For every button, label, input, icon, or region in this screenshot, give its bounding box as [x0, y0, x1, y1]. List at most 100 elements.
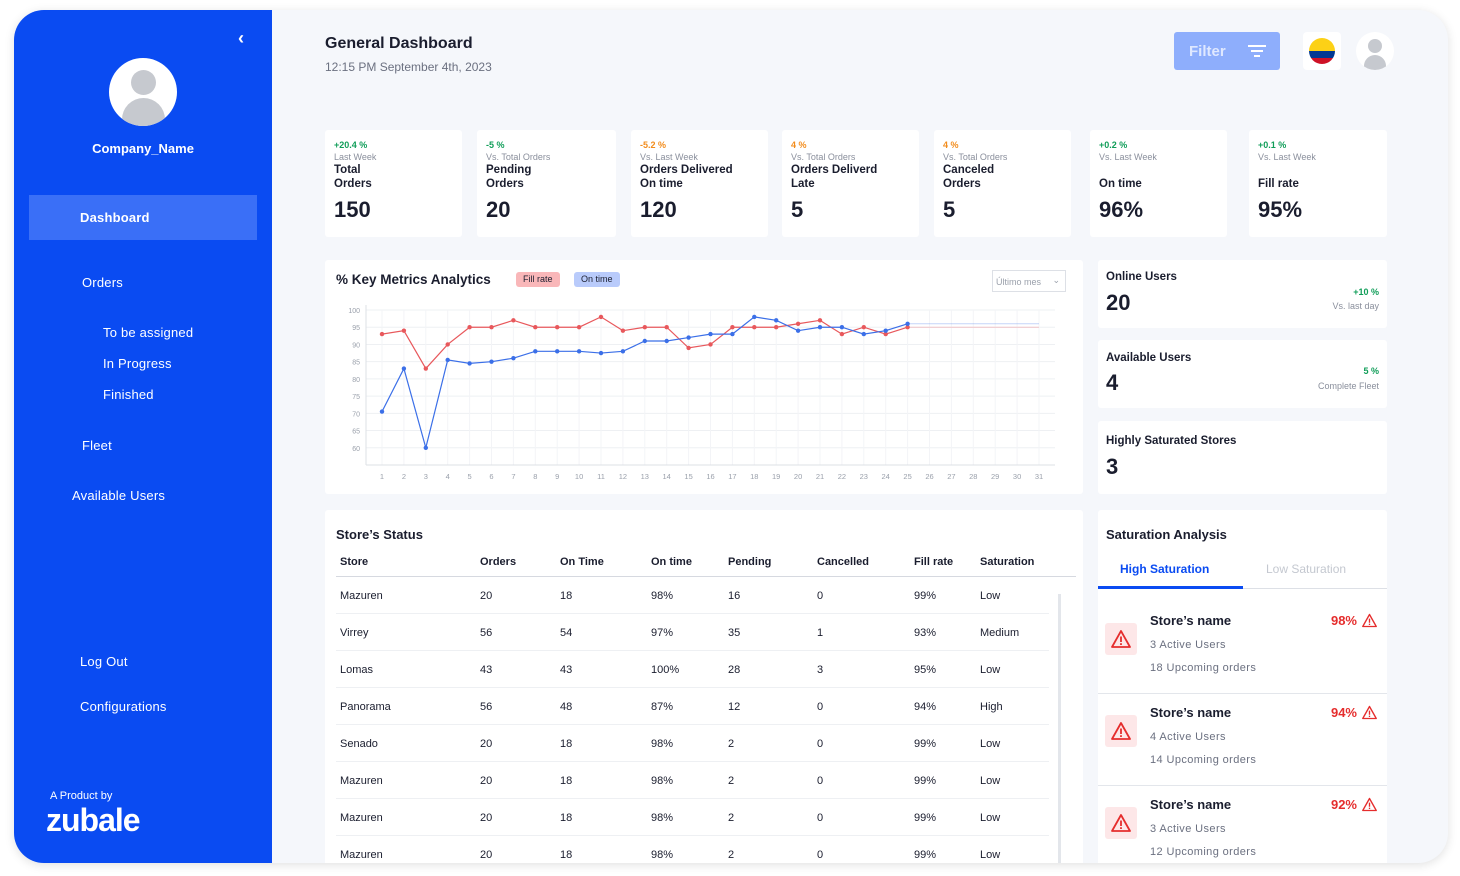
table-cell: 98% — [651, 849, 674, 861]
table-row[interactable]: Senado 20 18 98% 2 0 99% Low — [336, 725, 1049, 762]
sidebar-item-available-users[interactable]: Available Users — [72, 488, 166, 503]
tab-high-saturation[interactable]: High Saturation — [1120, 562, 1210, 576]
table-row[interactable]: Lomas 43 43 100% 28 3 95% Low — [336, 651, 1049, 688]
data-point — [423, 366, 428, 371]
table-header-cell[interactable]: Store — [340, 556, 369, 568]
chevron-down-icon: ⌄ — [1052, 275, 1060, 285]
saturation-item[interactable]: Store’s name 3 Active Users 18 Upcoming or… — [1098, 604, 1387, 694]
data-point — [598, 314, 604, 320]
upcoming-orders: 18 Upcoming orders — [1150, 662, 1257, 674]
table-header-cell[interactable]: On Time — [560, 556, 604, 568]
period-select[interactable]: Último mes ⌄ — [992, 270, 1066, 292]
user-avatar[interactable] — [1356, 32, 1394, 70]
table-header-cell[interactable]: Pending — [728, 556, 772, 568]
x-tick-label: 1 — [380, 472, 384, 481]
sidebar-item-orders[interactable]: Orders — [82, 275, 123, 290]
x-tick-label: 8 — [533, 472, 537, 481]
kpi-label: Canceled Orders — [943, 164, 995, 190]
table-cell: 48 — [560, 701, 573, 713]
data-point — [576, 349, 582, 354]
table-row[interactable]: Virrey 56 54 97% 35 1 93% Medium — [336, 614, 1049, 651]
data-point — [774, 318, 779, 323]
table-cell: 0 — [817, 738, 824, 750]
kpi-comparison: Vs. Last Week — [1099, 152, 1157, 162]
y-tick-label: 75 — [352, 394, 360, 401]
data-point — [620, 349, 626, 354]
table-cell: 18 — [560, 849, 573, 861]
data-point — [861, 331, 866, 337]
data-point — [467, 361, 472, 366]
data-point — [708, 342, 713, 347]
table-cell: 98% — [651, 775, 674, 787]
table-scrollbar[interactable] — [1058, 594, 1061, 863]
data-point — [774, 325, 779, 330]
table-cell: 0 — [817, 775, 824, 787]
saturation-item[interactable]: Store’s name 4 Active Users 14 Upcoming or… — [1098, 696, 1387, 786]
x-tick-label: 26 — [925, 472, 933, 481]
sidebar-item-in-progress[interactable]: In Progress — [103, 356, 172, 371]
data-point — [730, 325, 735, 330]
table-row[interactable]: Panorama 56 48 87% 12 0 94% High — [336, 688, 1049, 725]
table-cell: 0 — [817, 812, 824, 824]
kpi-comparison: Vs. Total Orders — [791, 152, 856, 162]
sidebar-item-finished[interactable]: Finished — [103, 387, 154, 402]
table-header-cell[interactable]: Cancelled — [817, 556, 869, 568]
active-users: 3 Active Users — [1150, 823, 1226, 835]
online-users-value: 20 — [1106, 290, 1131, 315]
product-by-label: A Product by — [50, 790, 113, 802]
data-point — [379, 409, 385, 414]
chevron-left-icon[interactable]: ‹ — [238, 28, 244, 48]
x-tick-label: 21 — [816, 472, 824, 481]
data-point — [839, 325, 845, 330]
saturation-item[interactable]: Store’s name 3 Active Users 12 Upcoming or… — [1098, 788, 1387, 863]
table-row[interactable]: Mazuren 20 18 98% 16 0 99% Low — [336, 577, 1049, 614]
data-point — [839, 331, 845, 337]
data-point — [730, 331, 735, 337]
x-tick-label: 7 — [511, 472, 515, 481]
sidebar-item-fleet[interactable]: Fleet — [82, 438, 112, 453]
table-header-cell[interactable]: On time — [651, 556, 692, 568]
data-point — [817, 318, 823, 323]
table-row[interactable]: Mazuren 20 18 98% 2 0 99% Low — [336, 762, 1049, 799]
data-point — [686, 345, 691, 351]
sidebar-item-configurations[interactable]: Configurations — [80, 699, 167, 714]
sidebar-item-log-out[interactable]: Log Out — [80, 654, 128, 669]
data-point — [905, 321, 910, 326]
warning-icon — [1105, 807, 1137, 839]
available-users-value: 4 — [1106, 370, 1119, 395]
kpi-label: Pending Orders — [486, 164, 532, 190]
filter-button[interactable]: Filter — [1174, 32, 1280, 70]
legend-on-time[interactable]: On time — [574, 272, 620, 287]
tab-low-saturation[interactable]: Low Saturation — [1266, 562, 1347, 576]
sidebar-item-dashboard[interactable] — [29, 195, 257, 240]
data-point — [555, 349, 560, 354]
table-cell: Panorama — [340, 701, 391, 713]
table-row[interactable]: Mazuren 20 18 98% 2 0 99% Low — [336, 836, 1049, 863]
table-cell: Mazuren — [340, 775, 383, 787]
warning-icon — [1362, 797, 1377, 817]
table-cell: Low — [980, 812, 1001, 824]
kpi-comparison: Last Week — [334, 152, 377, 162]
data-point — [555, 325, 560, 330]
table-cell: Low — [980, 775, 1001, 787]
sidebar-item-dashboard-label[interactable]: Dashboard — [80, 210, 150, 225]
store-status-title: Store’s Status — [336, 527, 423, 542]
table-header-cell[interactable]: Saturation — [980, 556, 1035, 568]
country-flag-button[interactable] — [1303, 32, 1341, 70]
x-tick-label: 20 — [794, 472, 802, 481]
table-row[interactable]: Mazuren 20 18 98% 2 0 99% Low — [336, 799, 1049, 836]
table-header-cell[interactable]: Orders — [480, 556, 517, 568]
data-point — [576, 325, 582, 330]
table-cell: 94% — [914, 701, 937, 713]
y-tick-label: 90 — [352, 342, 360, 349]
sidebar-item-to-be-assigned[interactable]: To be assigned — [103, 325, 194, 340]
x-tick-label: 16 — [706, 472, 714, 481]
kpi-card: 4 % Vs. Total Orders Orders Deliverd Late 5 — [782, 130, 919, 237]
table-cell: 20 — [480, 590, 493, 602]
table-cell: 98% — [651, 590, 674, 602]
table-header-cell[interactable]: Fill rate — [914, 556, 954, 568]
legend-fill-rate[interactable]: Fill rate — [516, 272, 560, 287]
table-cell: 54 — [560, 627, 573, 639]
table-cell: 18 — [560, 738, 573, 750]
kpi-card: +0.1 % Vs. Last Week Fill rate 95% — [1249, 130, 1387, 237]
